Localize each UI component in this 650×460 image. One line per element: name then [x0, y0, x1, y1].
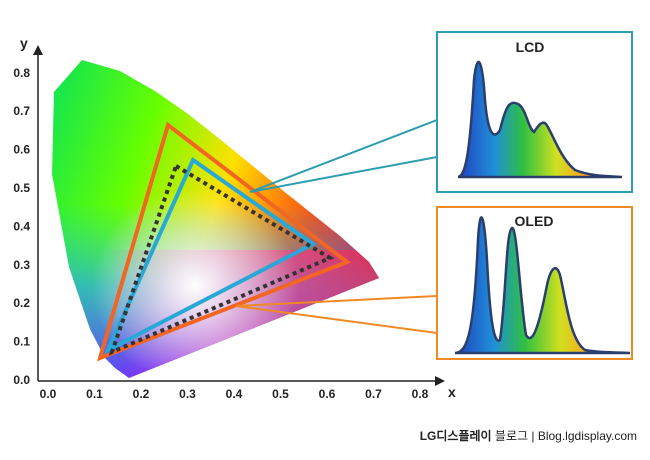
- footer: LG디스플레이 블로그 | Blog.lgdisplay.com: [420, 428, 637, 443]
- oled-spectrum: [454, 216, 631, 355]
- x-arrow: [435, 376, 445, 386]
- y-tick-label: 0.3: [13, 258, 30, 272]
- inset-label: LCD: [516, 39, 545, 55]
- y-axis-label: y: [20, 35, 28, 51]
- y-tick-label: 0.5: [13, 181, 30, 195]
- lcd-spectrum: [457, 60, 623, 179]
- y-tick-label: 0.0: [13, 373, 30, 387]
- footer-brand: LG디스플레이: [420, 428, 492, 443]
- x-tick-label: 0.8: [412, 387, 429, 401]
- y-arrow: [33, 45, 43, 55]
- x-tick-label: 0.6: [319, 387, 336, 401]
- oled-connector: [235, 305, 438, 334]
- x-tick-label: 0.0: [40, 387, 57, 401]
- y-tick-label: 0.2: [13, 296, 30, 310]
- y-tick-label: 0.4: [13, 219, 30, 233]
- x-tick-label: 0.5: [272, 387, 289, 401]
- lcd-gamut: [103, 156, 317, 355]
- x-axis-label: x: [448, 384, 456, 400]
- tick-labels: 0.0 0.1 0.2 0.3 0.4 0.5 0.6 0.7 0.8 0.0 0.1 0.2 0.3 0…: [13, 66, 428, 401]
- y-tick-label: 0.6: [13, 143, 30, 157]
- oled-gamut: [96, 121, 352, 362]
- srgb-gamut: [108, 163, 335, 356]
- inset-label: OLED: [515, 213, 554, 229]
- footer-text: 블로그 | Blog.lgdisplay.com: [495, 429, 637, 443]
- x-tick-label: 0.1: [86, 387, 103, 401]
- y-tick-label: 0.7: [13, 104, 30, 118]
- chromaticity-area: [52, 60, 379, 378]
- y-tick-label: 0.8: [13, 66, 30, 80]
- oled-connector: [235, 295, 438, 307]
- lcd-connector: [249, 156, 438, 193]
- lcd-connector: [249, 119, 438, 193]
- x-tick-label: 0.4: [226, 387, 243, 401]
- y-tick-label: 0.1: [13, 335, 30, 349]
- x-tick-label: 0.3: [179, 387, 196, 401]
- x-tick-label: 0.2: [133, 387, 150, 401]
- x-tick-label: 0.7: [365, 387, 382, 401]
